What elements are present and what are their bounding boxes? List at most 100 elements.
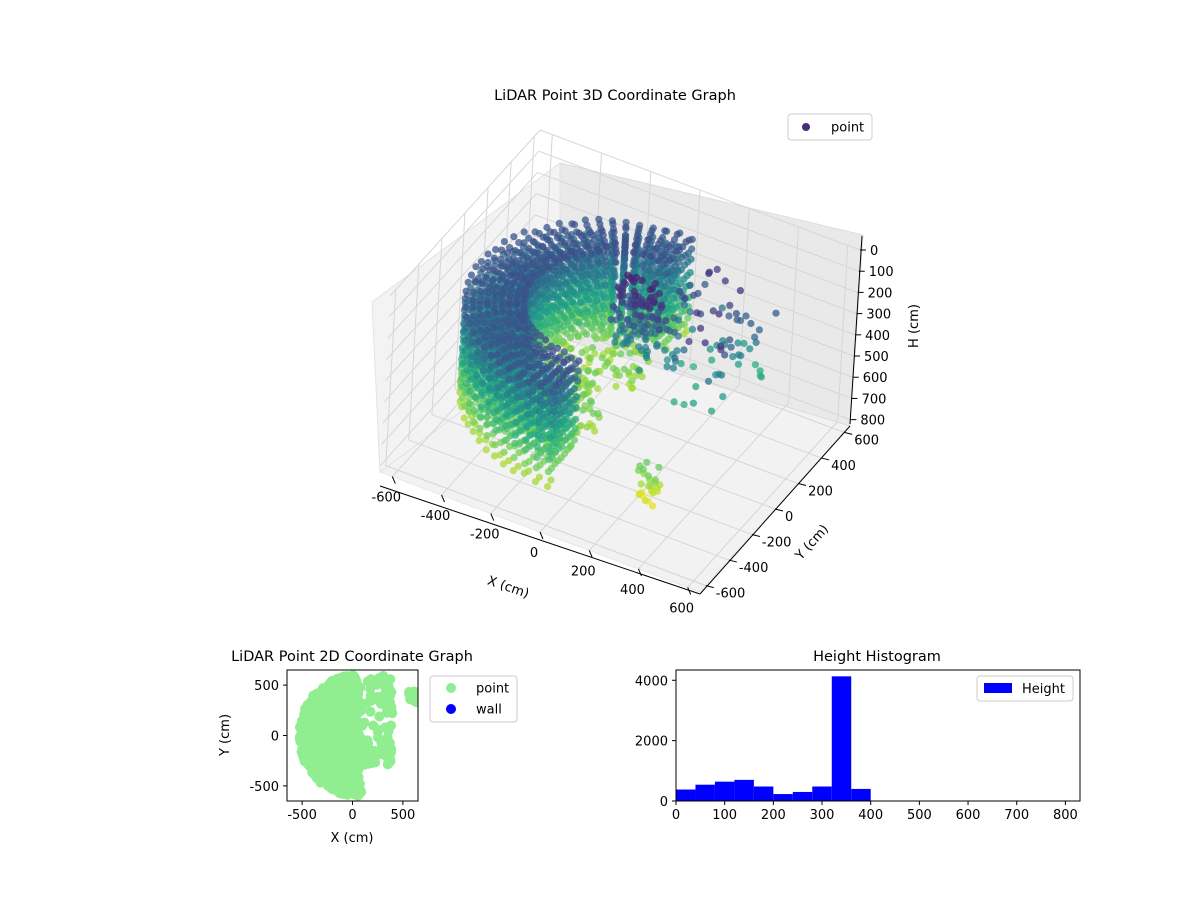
plot3d-legend-label: point (831, 121, 864, 136)
point-marker (631, 292, 640, 300)
point-marker (506, 309, 514, 317)
point-marker (522, 446, 530, 454)
point-marker (483, 413, 491, 422)
point-marker (516, 312, 524, 320)
point-marker (620, 262, 628, 270)
point-marker (473, 319, 481, 327)
point-marker (366, 695, 377, 706)
point-marker (329, 701, 340, 712)
point-marker (736, 287, 745, 295)
point-marker (530, 333, 539, 341)
point-marker (345, 711, 356, 722)
point-marker (533, 262, 541, 270)
point-marker (583, 279, 591, 287)
grid-line-z-side (386, 193, 537, 360)
point-marker (701, 280, 709, 288)
point-marker (510, 279, 518, 287)
grid-line-z (537, 171, 858, 293)
plot3d-y-axis-line (699, 425, 851, 595)
point-marker (560, 322, 568, 330)
point-marker (501, 437, 509, 445)
point-marker (500, 448, 508, 456)
point-marker (486, 384, 494, 393)
y-tick-label: 2000 (635, 735, 668, 750)
point-marker (545, 448, 554, 456)
point-marker (497, 324, 505, 332)
point-marker (609, 303, 618, 311)
z-tick-label: 700 (862, 392, 887, 407)
point-marker (469, 427, 477, 436)
point-marker (575, 318, 583, 326)
point-marker (661, 282, 669, 291)
point-marker (611, 239, 620, 248)
point-marker (472, 263, 480, 271)
point-marker (502, 411, 510, 419)
point-marker (662, 317, 670, 325)
point-marker (555, 390, 563, 398)
point-marker (638, 312, 646, 320)
point-marker (559, 428, 567, 437)
point-marker (721, 351, 729, 359)
point-marker (531, 478, 540, 486)
point-marker (552, 354, 560, 362)
point-marker (518, 317, 526, 325)
point-marker (645, 482, 653, 490)
point-marker (476, 424, 484, 432)
histogram-bar (812, 786, 832, 801)
point-marker (617, 350, 625, 358)
point-marker (376, 698, 387, 709)
point-marker (647, 329, 655, 337)
point-marker (305, 761, 316, 772)
point-marker (589, 379, 597, 387)
point-marker (524, 363, 533, 371)
point-marker (553, 325, 561, 333)
point-marker (588, 344, 597, 352)
point-marker (550, 271, 558, 279)
point-marker (574, 367, 582, 375)
point-marker (515, 263, 523, 271)
point-marker (484, 407, 493, 415)
point-marker (550, 259, 558, 267)
plot3d-x-ticks: -600 -400 -200 0 200 400 600 (372, 476, 694, 616)
point-marker (516, 427, 524, 435)
plot2d: LiDAR Point 2D Coordinate Graph -500 0 500… (218, 649, 518, 846)
point-marker (465, 333, 473, 341)
point-marker (593, 296, 601, 305)
point-marker (557, 255, 565, 263)
point-marker (343, 738, 354, 749)
y-tick-label: 200 (808, 484, 833, 499)
plot3d-legend-box (787, 113, 873, 141)
x-tick-mark (391, 476, 396, 484)
point-marker (320, 701, 331, 712)
point-marker (628, 384, 636, 392)
point-marker (484, 258, 492, 267)
point-marker (646, 266, 654, 275)
point-marker (539, 353, 547, 361)
point-marker (511, 247, 519, 255)
point-marker (471, 393, 479, 401)
x-tick-label: 0 (672, 808, 680, 823)
point-marker (508, 407, 516, 415)
point-marker (544, 482, 552, 491)
point-marker (481, 343, 489, 351)
point-marker (520, 297, 528, 305)
point-marker (546, 330, 554, 339)
point-marker (663, 245, 671, 254)
point-marker (468, 353, 476, 361)
point-marker (463, 313, 471, 321)
point-marker (514, 381, 522, 389)
point-marker (692, 383, 700, 391)
z-tick-label: 300 (866, 308, 891, 323)
point-marker (546, 434, 554, 442)
plot2d-ylabel: Y (cm) (218, 714, 233, 757)
point-marker (632, 372, 640, 380)
plot2d-legend-marker-wall (446, 704, 456, 714)
x-tick-label: 600 (956, 808, 981, 823)
point-marker (473, 357, 481, 365)
point-marker (488, 277, 497, 285)
histogram-legend-box (976, 675, 1074, 702)
point-marker (499, 460, 507, 468)
point-marker (579, 250, 587, 258)
point-marker (385, 747, 396, 758)
point-marker (584, 256, 592, 264)
